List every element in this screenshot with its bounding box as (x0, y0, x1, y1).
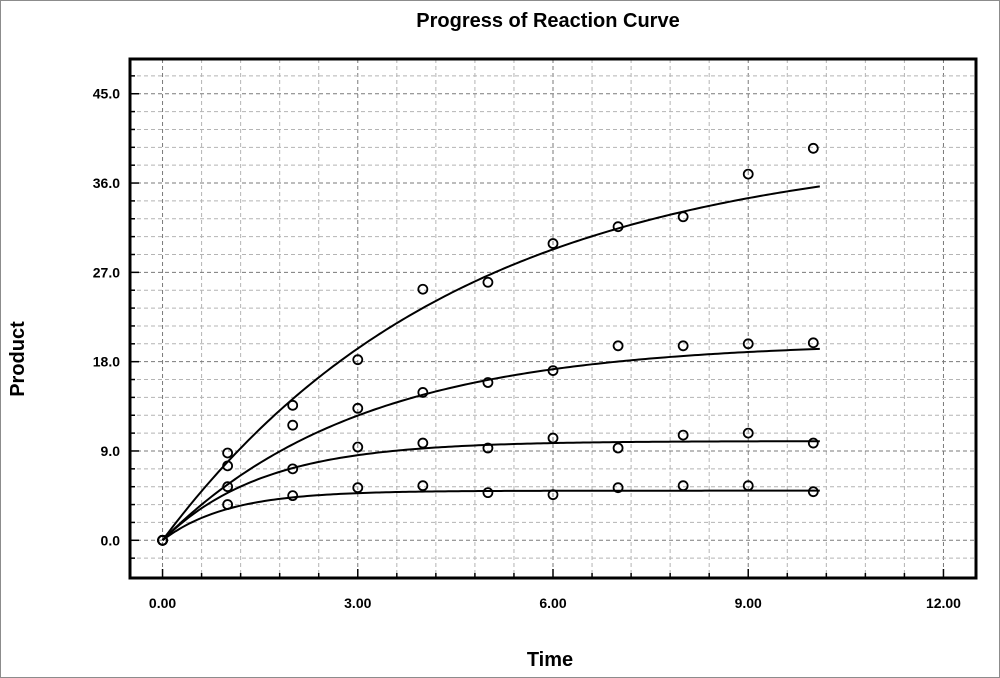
data-point (807, 142, 819, 154)
data-point (352, 354, 364, 366)
data-point (807, 337, 819, 349)
data-point (482, 487, 494, 499)
y-tick-label: 9.0 (101, 443, 121, 459)
data-point (352, 482, 364, 494)
data-point (807, 437, 819, 449)
x-tick-label: 6.00 (539, 595, 566, 611)
data-point (742, 480, 754, 492)
data-point (222, 481, 234, 493)
y-tick-label: 18.0 (93, 354, 120, 370)
data-point (612, 340, 624, 352)
x-tick-label: 9.00 (735, 595, 762, 611)
x-tick-label: 3.00 (344, 595, 371, 611)
y-tick-label: 45.0 (93, 86, 120, 102)
data-point (287, 399, 299, 411)
y-tick-label: 36.0 (93, 175, 120, 191)
data-point (482, 442, 494, 454)
data-point (677, 480, 689, 492)
data-point (677, 211, 689, 223)
fit-curve-1 (161, 185, 820, 541)
data-point (742, 338, 754, 350)
data-point (482, 276, 494, 288)
data-points (157, 142, 819, 546)
y-tick-label: 0.0 (101, 532, 121, 548)
data-point (612, 221, 624, 233)
plot-area-border (128, 57, 978, 580)
data-point (222, 499, 234, 510)
data-point (222, 447, 234, 459)
data-point (547, 365, 559, 376)
x-tick-label: 0.00 (149, 595, 176, 611)
data-point (287, 490, 299, 502)
x-axis-label: Time (527, 649, 573, 671)
grid (130, 59, 976, 578)
data-point (417, 480, 429, 492)
data-point (677, 429, 689, 441)
y-tick-label: 27.0 (93, 264, 120, 280)
data-point (612, 442, 624, 454)
data-point (222, 460, 234, 472)
x-tick-label: 12.00 (926, 595, 961, 611)
data-point (287, 463, 299, 475)
chart-title: Progress of Reaction Curve (416, 10, 679, 32)
y-axis-label: Product (7, 321, 29, 397)
axis-ticks: 0.00 3.00 6.00 9.00 12.00 0.0 9.0 18.0 27.0 36.0 4… (93, 75, 961, 611)
data-point (352, 402, 364, 414)
data-point (352, 441, 364, 453)
data-point (417, 283, 429, 295)
data-point (417, 387, 429, 398)
data-point (612, 482, 624, 494)
data-point (287, 419, 299, 431)
data-point (547, 238, 559, 249)
data-point (547, 432, 559, 444)
data-point (742, 427, 754, 439)
data-point (807, 486, 819, 498)
data-point (157, 534, 168, 546)
data-point (417, 437, 429, 449)
data-point (482, 377, 494, 388)
data-point (742, 168, 754, 180)
data-point (547, 489, 559, 501)
fit-curve-4 (161, 489, 820, 542)
data-point (677, 340, 689, 352)
